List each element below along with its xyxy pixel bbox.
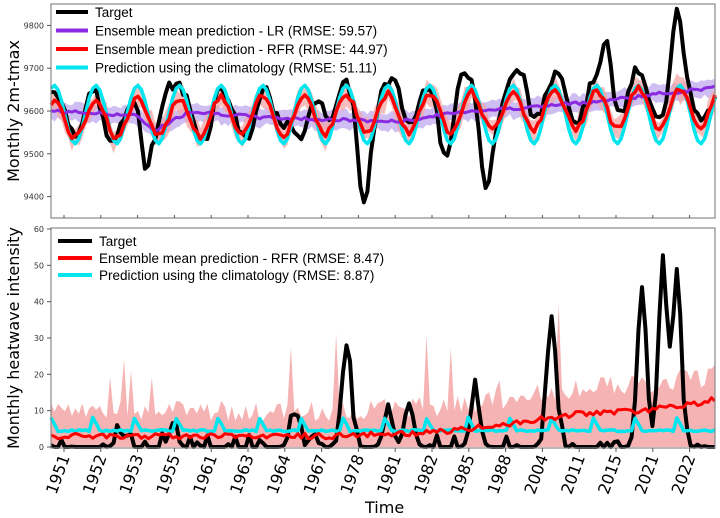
- x-axis-label: Time: [364, 498, 404, 517]
- bottom-y-axis: 0 10 20 30 40 50 60: [34, 225, 51, 452]
- top-series-lines: [49, 6, 717, 205]
- legend-label: Ensemble mean prediction - RFR (RMSE: 8.…: [99, 251, 384, 266]
- top-panel: 9400 9500 9600 9700 9800 Monthly 2m-tmax Tar…: [4, 3, 717, 219]
- x-tick-label: 1963: [226, 452, 258, 497]
- y-tick-label: 0: [39, 443, 44, 452]
- bottom-series-lines: [49, 253, 717, 449]
- top-y-axis: 9400 9500 9600 9700 9800: [24, 21, 51, 202]
- x-tick-label: 1952: [79, 452, 111, 497]
- x-tick-label: 1961: [189, 452, 221, 497]
- y-tick-label: 9700: [24, 64, 44, 73]
- x-tick-label: 1953: [116, 452, 148, 497]
- legend-label: Target: [99, 234, 137, 249]
- top-x-ticks: [63, 215, 691, 218]
- x-tick-label: 1981: [373, 452, 405, 497]
- x-tick-label: 2011: [557, 452, 589, 497]
- y-tick-label: 50: [34, 261, 44, 270]
- rfr-line: [50, 396, 717, 441]
- y-tick-label: 40: [34, 298, 44, 307]
- y-tick-label: 30: [34, 334, 44, 343]
- x-tick-label: 1967: [300, 452, 332, 497]
- x-tick-label: 1988: [484, 452, 516, 497]
- rfr-band: [51, 304, 715, 447]
- climatology-line: [49, 415, 716, 434]
- y-tick-label: 20: [34, 370, 44, 379]
- x-tick-label: 1982: [410, 452, 442, 497]
- y-tick-label: 9600: [24, 107, 44, 116]
- legend-label: Target: [95, 5, 133, 20]
- y-tick-label: 9800: [24, 21, 44, 30]
- y-tick-label: 60: [34, 225, 44, 234]
- top-y-axis-label: Monthly 2m-tmax: [4, 40, 23, 182]
- x-tick-label: 1955: [152, 452, 184, 497]
- x-tick-label: 1985: [447, 452, 479, 497]
- legend-label: Ensemble mean prediction - RFR (RMSE: 44…: [95, 42, 388, 57]
- legend-label: Ensemble mean prediction - LR (RMSE: 59.…: [95, 24, 377, 39]
- bottom-uncertainty-bands: [51, 304, 715, 447]
- x-tick-label: 1964: [263, 452, 295, 497]
- rfr-line: [49, 84, 717, 141]
- x-tick-label: 2021: [631, 452, 663, 497]
- y-tick-label: 9500: [24, 150, 44, 159]
- x-tick-label: 2022: [668, 452, 700, 497]
- bottom-legend: Target Ensemble mean prediction - RFR (RM…: [58, 234, 384, 283]
- top-legend: Target Ensemble mean prediction - LR (RMS…: [56, 5, 388, 76]
- legend-label: Prediction using the climatology (RMSE: …: [99, 268, 374, 283]
- x-tick-label: 1951: [42, 452, 74, 497]
- target-line: [50, 6, 717, 205]
- y-tick-label: 10: [34, 407, 44, 416]
- y-tick-label: 9400: [24, 193, 44, 202]
- x-tick-label: 2004: [520, 452, 552, 497]
- legend-label: Prediction using the climatology (RMSE: …: [95, 61, 377, 76]
- bottom-y-axis-label: Monthly heatwave intensity: [4, 227, 23, 449]
- x-tick-label: 2015: [594, 452, 626, 497]
- bottom-x-axis: 1951 1952 1953 1955 1961 1963 1964 1967 1978 1981…: [42, 448, 699, 497]
- x-tick-label: 1978: [336, 452, 368, 497]
